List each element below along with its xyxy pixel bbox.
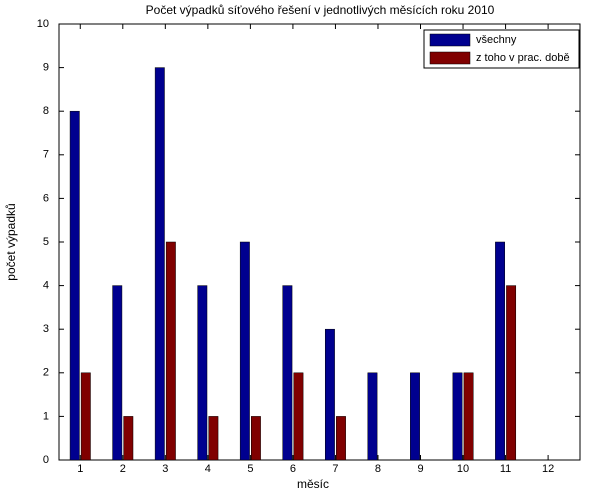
legend-label: všechny: [476, 34, 517, 46]
bar: [250, 416, 261, 461]
x-tick-label: 4: [205, 463, 211, 475]
bar: [293, 372, 304, 461]
bar: [506, 285, 517, 461]
x-tick-label: 7: [332, 463, 338, 475]
legend-swatch: [429, 33, 471, 47]
legend-swatch: [429, 51, 471, 65]
bar: [165, 241, 176, 461]
x-tick-label: 11: [500, 463, 511, 475]
x-tick-label: 3: [162, 463, 168, 475]
bar: [463, 372, 474, 461]
bar: [123, 416, 134, 461]
y-tick-label: 5: [43, 236, 49, 248]
x-tick-label: 1: [77, 463, 83, 475]
bar: [410, 372, 420, 461]
x-tick-label: 2: [120, 463, 126, 475]
x-tick-label: 10: [457, 463, 469, 475]
y-tick-label: 6: [43, 192, 49, 204]
bar: [80, 372, 91, 461]
y-tick-label: 8: [43, 105, 49, 117]
y-tick-label: 2: [43, 367, 49, 379]
x-tick-label: 5: [247, 463, 253, 475]
y-tick-label: 1: [43, 410, 49, 422]
bar: [324, 328, 335, 461]
x-axis-label: měsíc: [297, 477, 329, 491]
y-tick-label: 10: [37, 18, 49, 30]
x-tick-label: 9: [417, 463, 423, 475]
x-tick-label: 6: [290, 463, 296, 475]
legend-label: z toho v prac. době: [476, 52, 570, 64]
y-axis-label: počet výpadků: [4, 203, 18, 280]
bar: [282, 285, 293, 461]
x-tick-label: 8: [375, 463, 381, 475]
bar: [154, 67, 165, 461]
bar: [336, 416, 346, 461]
bar: [197, 285, 208, 461]
bar: [367, 372, 378, 461]
y-tick-label: 3: [43, 323, 49, 335]
bar: [239, 241, 250, 461]
y-tick-label: 7: [43, 149, 49, 161]
y-tick-label: 4: [43, 280, 49, 292]
y-tick-label: 9: [43, 62, 49, 74]
y-tick-label: 0: [43, 454, 49, 466]
bar: [112, 285, 123, 461]
bar: [495, 241, 505, 461]
chart-title: Počet výpadků síťového řešení v jednotli…: [146, 3, 495, 17]
bar: [452, 372, 463, 461]
bar: [69, 110, 80, 461]
bar: [208, 416, 219, 461]
x-tick-label: 12: [542, 463, 554, 475]
